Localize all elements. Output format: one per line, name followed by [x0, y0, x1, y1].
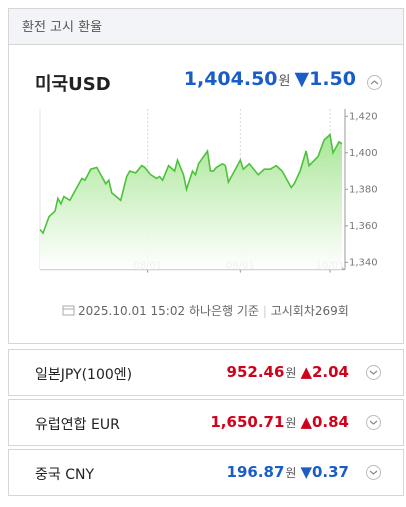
header-title: 환전 고시 환율 [22, 20, 103, 35]
rate-line [39, 133, 343, 235]
expand-button[interactable] [366, 465, 381, 480]
main-rate: 1,404.50 [183, 68, 278, 90]
expand-button[interactable] [367, 75, 382, 90]
row-change: ▲2.04 [300, 363, 349, 381]
y-tick-label: 1,400 [349, 148, 378, 159]
calendar-icon [62, 305, 75, 316]
header-bar [8, 8, 404, 45]
main-rate-group: 1,404.50원 ▼1.50 [184, 68, 356, 90]
row-name: 일본JPY(100엔) [35, 367, 133, 383]
main-unit: 원 [278, 74, 291, 89]
currency-row[interactable]: 일본JPY(100엔) 952.46원 ▲2.04 [8, 349, 404, 396]
row-value: 1,650.71원 ▲0.84 [210, 413, 349, 431]
row-name: 중국 CNY [35, 467, 95, 483]
row-rate: 952.46 [226, 363, 285, 381]
y-tick-label: 1,420 [349, 111, 378, 122]
y-tick-label: 1,380 [349, 184, 378, 195]
expand-button[interactable] [366, 415, 381, 430]
currency-row[interactable]: 중국 CNY 196.87원 ▼0.37 [8, 449, 404, 496]
row-change: ▼0.37 [300, 463, 349, 481]
y-tick-label: 1,360 [349, 221, 378, 232]
main-change: ▼1.50 [294, 68, 357, 90]
main-currency: 미국USD [35, 74, 111, 95]
chevron-up [370, 80, 379, 85]
footer: 2025.10.01 15:02 하나은행 기준 | 고시회차269회 [78, 304, 349, 318]
row-unit: 원 [285, 466, 297, 480]
chevron-down [369, 470, 378, 475]
row-rate: 1,650.71 [210, 413, 285, 431]
chevron-down [369, 370, 378, 375]
currency-row[interactable]: 유럽연합 EUR 1,650.71원 ▲0.84 [8, 399, 404, 446]
chevron-down [369, 420, 378, 425]
row-rate: 196.87 [226, 463, 285, 481]
row-unit: 원 [285, 366, 297, 380]
row-value: 952.46원 ▲2.04 [227, 363, 349, 381]
footer-date: 2025.10.01 15:02 [78, 304, 186, 318]
row-value: 196.87원 ▼0.37 [227, 463, 349, 481]
row-name: 유럽연합 EUR [35, 417, 120, 433]
area-fill [40, 134, 342, 270]
row-unit: 원 [285, 416, 297, 430]
footer-source: 하나은행 기준 [188, 304, 259, 318]
footer-round: 고시회차269회 [270, 304, 349, 318]
row-change: ▲0.84 [300, 413, 349, 431]
y-tick-label: 1,340 [349, 257, 378, 268]
expand-button[interactable] [366, 365, 381, 380]
